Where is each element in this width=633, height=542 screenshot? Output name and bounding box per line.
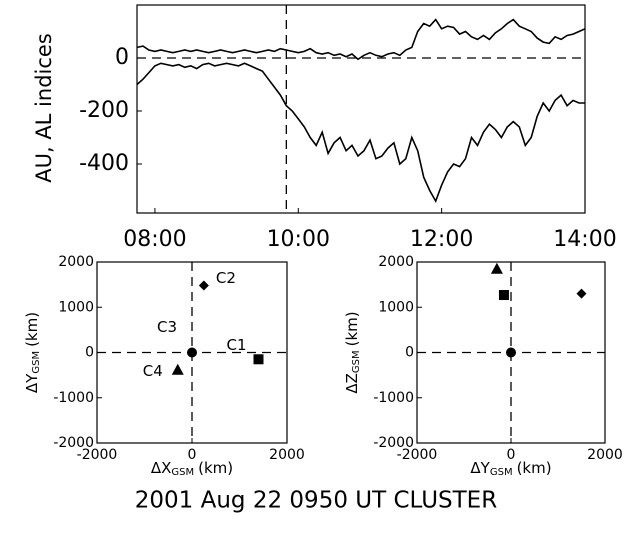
x-tick-label: 10:00 — [267, 227, 330, 252]
y-tick-label: -200 — [79, 98, 129, 123]
axis-label: ΔZGSM (km) — [343, 311, 363, 393]
axis-label-sub: GSM — [171, 467, 194, 478]
y-tick-label: 2000 — [58, 254, 94, 270]
marker-square — [253, 354, 264, 365]
y-tick-label: 1000 — [58, 299, 94, 315]
marker-circle — [506, 347, 516, 358]
axis-label-sub: GSM — [490, 467, 513, 478]
axis-label-main: ΔY — [470, 459, 490, 477]
y-tick-label: -2000 — [373, 435, 414, 451]
y-tick-label: 2000 — [378, 254, 414, 270]
x-tick-label: 2000 — [269, 447, 305, 463]
x-tick-label: 0 — [188, 447, 197, 463]
axis-label-main: ΔZ — [343, 373, 361, 394]
y-tick-label: -2000 — [53, 435, 94, 451]
marker-square — [498, 290, 509, 301]
y-tick-label: -1000 — [53, 390, 94, 406]
index-line — [136, 18, 586, 61]
x-tick-label: 2000 — [587, 447, 623, 463]
x-tick-label: 14:00 — [553, 227, 616, 252]
marker-diamond — [576, 288, 587, 299]
y-tick-label: -400 — [79, 151, 129, 176]
y-tick-label: -1000 — [373, 390, 414, 406]
axis-label: ΔXGSM (km) — [151, 459, 233, 479]
axis-label-unit: (km) — [517, 459, 552, 477]
marker-circle — [187, 347, 197, 358]
axis-label-unit: (km) — [23, 312, 41, 347]
axis-label-sub: GSM — [351, 350, 362, 373]
axis-label: ΔYGSM (km) — [23, 312, 43, 393]
caption: 2001 Aug 22 0950 UT CLUSTER — [135, 488, 497, 514]
plot-frame — [136, 4, 586, 214]
point-label: C1 — [226, 336, 246, 354]
axis-label-unit: (km) — [198, 459, 233, 477]
x-tick-label: -2000 — [397, 447, 438, 463]
x-tick-label: 0 — [507, 447, 516, 463]
x-tick-label: 08:00 — [123, 227, 186, 252]
axis-label-unit: (km) — [343, 311, 361, 346]
axis-label-main: ΔX — [151, 459, 172, 477]
point-label: C3 — [157, 318, 177, 336]
index-line — [136, 62, 585, 203]
y-tick-label: 1000 — [378, 299, 414, 315]
marker-triangle — [490, 262, 503, 274]
axis-label-main: ΔY — [23, 373, 41, 393]
y-tick-label: 0 — [115, 45, 129, 70]
y-tick-label: 0 — [405, 345, 414, 361]
axis-label: ΔYGSM (km) — [470, 459, 551, 479]
y-axis-label: AU, AL indices — [32, 33, 56, 183]
marker-diamond — [198, 280, 209, 291]
y-tick-label: 0 — [85, 345, 94, 361]
marker-triangle — [171, 363, 184, 375]
point-label: C4 — [143, 362, 163, 380]
x-tick-label: 12:00 — [410, 227, 473, 252]
point-label: C2 — [216, 269, 236, 287]
x-tick-label: -2000 — [77, 447, 118, 463]
axis-label-sub: GSM — [31, 351, 42, 374]
